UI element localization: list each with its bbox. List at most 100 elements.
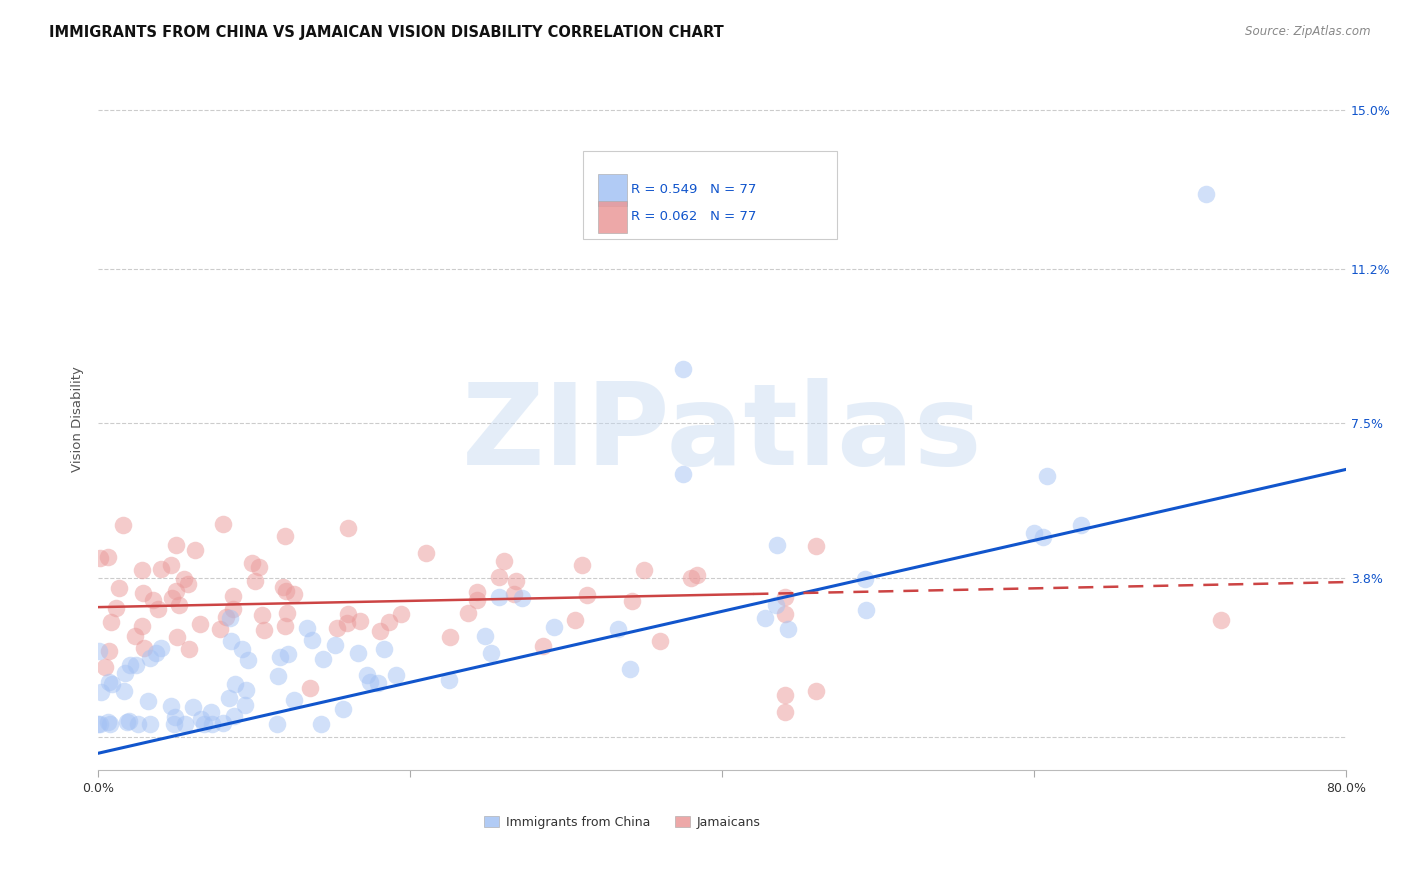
Text: R = 0.062   N = 77: R = 0.062 N = 77 — [631, 211, 756, 223]
Immigrants from China — [163, 710, 186, 724]
Immigrants from China — [269, 649, 291, 664]
Immigrants from China — [312, 652, 335, 666]
Immigrants from China — [309, 717, 332, 731]
Immigrants from China — [1195, 186, 1218, 201]
Immigrants from China — [190, 712, 212, 726]
Immigrants from China — [125, 658, 148, 673]
Jamaicans — [159, 558, 181, 572]
Jamaicans — [215, 610, 238, 624]
Immigrants from China — [385, 668, 408, 682]
Jamaicans — [89, 551, 111, 566]
Jamaicans — [209, 622, 232, 636]
Immigrants from China — [754, 611, 776, 625]
Immigrants from China — [145, 646, 167, 660]
Jamaicans — [190, 616, 212, 631]
Immigrants from China — [112, 684, 135, 698]
Immigrants from China — [231, 642, 253, 657]
Jamaicans — [149, 562, 172, 576]
Jamaicans — [146, 601, 169, 615]
Jamaicans — [160, 591, 183, 605]
Jamaicans — [368, 624, 391, 638]
Immigrants from China — [297, 622, 319, 636]
Jamaicans — [804, 539, 827, 553]
Text: R = 0.549   N = 77: R = 0.549 N = 77 — [631, 184, 756, 196]
Text: IMMIGRANTS FROM CHINA VS JAMAICAN VISION DISABILITY CORRELATION CHART: IMMIGRANTS FROM CHINA VS JAMAICAN VISION… — [49, 25, 724, 40]
Immigrants from China — [211, 716, 233, 731]
Immigrants from China — [127, 717, 149, 731]
Jamaicans — [633, 563, 655, 577]
Jamaicans — [457, 607, 479, 621]
Jamaicans — [104, 601, 127, 615]
Immigrants from China — [89, 717, 111, 731]
Immigrants from China — [118, 657, 141, 672]
Jamaicans — [100, 615, 122, 630]
Jamaicans — [648, 634, 671, 648]
Immigrants from China — [193, 717, 215, 731]
Jamaicans — [250, 607, 273, 622]
Jamaicans — [531, 640, 554, 654]
Jamaicans — [492, 554, 515, 568]
Jamaicans — [249, 560, 271, 574]
Immigrants from China — [218, 690, 240, 705]
Jamaicans — [131, 585, 153, 599]
Immigrants from China — [233, 698, 256, 713]
Text: ZIPatlas: ZIPatlas — [463, 378, 983, 489]
Immigrants from China — [283, 692, 305, 706]
Immigrants from China — [619, 662, 641, 676]
Immigrants from China — [277, 648, 299, 662]
Immigrants from China — [543, 620, 565, 634]
Legend: Immigrants from China, Jamaicans: Immigrants from China, Jamaicans — [479, 811, 765, 834]
Immigrants from China — [87, 717, 110, 731]
Immigrants from China — [266, 717, 288, 731]
Immigrants from China — [510, 591, 533, 605]
Immigrants from China — [367, 675, 389, 690]
Immigrants from China — [97, 714, 120, 729]
Immigrants from China — [114, 665, 136, 680]
Jamaicans — [298, 681, 321, 696]
Immigrants from China — [222, 709, 245, 723]
Jamaicans — [177, 577, 200, 591]
Jamaicans — [686, 568, 709, 582]
Immigrants from China — [607, 622, 630, 636]
Jamaicans — [240, 556, 263, 570]
Immigrants from China — [149, 640, 172, 655]
Immigrants from China — [479, 646, 502, 660]
Immigrants from China — [224, 677, 246, 691]
Jamaicans — [283, 587, 305, 601]
Jamaicans — [142, 592, 165, 607]
Immigrants from China — [89, 644, 111, 658]
Jamaicans — [564, 614, 586, 628]
Immigrants from China — [1024, 525, 1046, 540]
Jamaicans — [389, 607, 412, 621]
Immigrants from China — [776, 622, 799, 636]
Jamaicans — [108, 581, 131, 595]
Jamaicans — [505, 574, 527, 588]
Jamaicans — [252, 624, 274, 638]
Jamaicans — [166, 630, 188, 644]
Immigrants from China — [139, 717, 162, 731]
Jamaicans — [131, 619, 153, 633]
Jamaicans — [576, 589, 599, 603]
Y-axis label: Vision Disability: Vision Disability — [72, 367, 84, 472]
Jamaicans — [97, 549, 120, 564]
Jamaicans — [465, 584, 488, 599]
Jamaicans — [415, 546, 437, 560]
Jamaicans — [274, 619, 297, 633]
Immigrants from China — [159, 699, 181, 714]
Immigrants from China — [474, 629, 496, 643]
Jamaicans — [165, 537, 187, 551]
Immigrants from China — [201, 717, 224, 731]
Jamaicans — [274, 529, 297, 543]
Jamaicans — [326, 621, 349, 635]
Immigrants from China — [90, 685, 112, 699]
Jamaicans — [212, 516, 235, 531]
Immigrants from China — [359, 675, 381, 690]
Jamaicans — [349, 614, 371, 628]
Jamaicans — [488, 570, 510, 584]
Text: Source: ZipAtlas.com: Source: ZipAtlas.com — [1246, 25, 1371, 38]
Immigrants from China — [323, 638, 346, 652]
Immigrants from China — [118, 714, 141, 728]
Jamaicans — [167, 599, 190, 613]
Immigrants from China — [98, 717, 121, 731]
Immigrants from China — [174, 717, 197, 731]
